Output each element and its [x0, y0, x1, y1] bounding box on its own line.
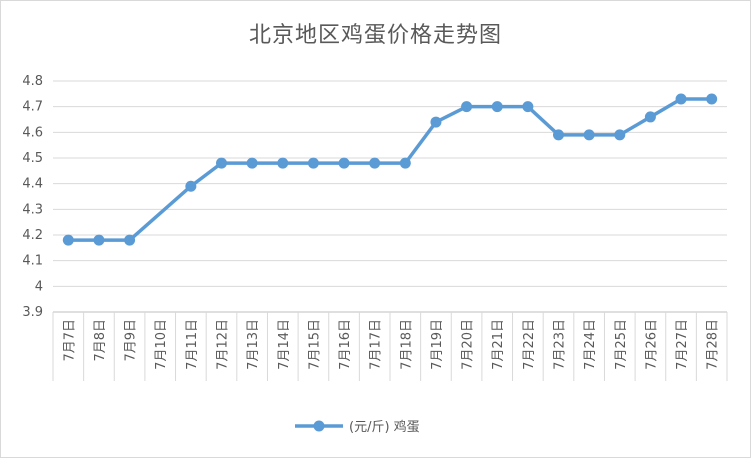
x-tick-label: 7月26日 [644, 319, 659, 370]
data-point [338, 157, 350, 169]
data-point [461, 101, 473, 113]
x-tick-label: 7月11日 [185, 319, 200, 370]
x-tick-label: 7月10日 [154, 319, 169, 370]
x-tick-label: 7月27日 [675, 319, 690, 370]
data-point [553, 129, 564, 141]
data-point [307, 157, 319, 169]
data-point [430, 116, 442, 128]
x-tick-label: 7月17日 [369, 319, 384, 370]
x-tick-label: 7月15日 [307, 319, 322, 370]
x-tick-label: 7月18日 [399, 319, 414, 370]
data-point [675, 93, 687, 105]
x-tick-label: 7月21日 [491, 319, 506, 370]
x-tick-label: 7月23日 [553, 319, 568, 370]
x-tick-label: 7月19日 [430, 319, 445, 370]
x-tick-label: 7月13日 [246, 319, 261, 370]
x-tick-label: 7月22日 [522, 319, 537, 370]
data-point [614, 129, 626, 141]
y-tick-label: 4.6 [22, 125, 43, 140]
y-tick-label: 4.8 [22, 74, 43, 89]
y-tick-label: 4 [35, 279, 43, 294]
x-tick-label: 7月7日 [62, 319, 77, 362]
data-point [246, 157, 258, 169]
legend-marker [313, 420, 325, 432]
x-tick-label: 7月12日 [216, 319, 231, 370]
axes [52, 311, 728, 381]
x-tick-label: 7月16日 [338, 319, 353, 370]
grid-lines [53, 80, 727, 313]
x-tick-label: 7月25日 [614, 319, 629, 370]
series-layer [62, 93, 718, 246]
y-tick-label: 4.4 [22, 177, 43, 192]
data-point [369, 157, 381, 169]
y-tick-label: 4.1 [22, 254, 43, 269]
y-tick-label: 4.7 [22, 100, 43, 115]
y-tick-label: 4.2 [22, 228, 43, 243]
data-point [706, 93, 718, 105]
data-point [185, 180, 197, 192]
y-tick-label: 3.9 [22, 305, 43, 320]
x-tick-label: 7月20日 [461, 319, 476, 370]
data-point [277, 157, 289, 169]
legend: (元/斤) 鸡蛋 [295, 419, 420, 435]
x-tick-label: 7月14日 [277, 319, 292, 370]
data-point [399, 157, 411, 169]
x-axis-tick-labels: 7月7日 7月8日 7月9日 7月10日 7月11日 7月12日 7月13日 7月14日 7月1… [62, 319, 720, 370]
chart-title: 北京地区鸡蛋价格走势图 [248, 23, 502, 48]
legend-label: (元/斤) 鸡蛋 [349, 419, 420, 435]
data-point [644, 111, 656, 123]
data-point [216, 157, 227, 169]
series-line [66, 97, 714, 242]
x-tick-label: 7月24日 [583, 319, 598, 370]
data-point [583, 129, 595, 141]
x-tick-label: 7月8日 [93, 319, 108, 362]
data-point [62, 234, 74, 246]
data-point [124, 234, 136, 246]
data-point [93, 234, 105, 246]
y-tick-label: 4.3 [22, 202, 43, 217]
data-point [522, 101, 534, 113]
y-tick-label: 4.5 [22, 151, 43, 166]
x-tick-label: 7月9日 [124, 319, 139, 362]
data-point [491, 101, 503, 113]
y-axis-tick-labels: 3.9 4 4.1 4.2 4.3 4.4 4.5 4.6 4.7 4.8 [22, 74, 43, 320]
x-tick-label: 7月28日 [706, 319, 721, 370]
